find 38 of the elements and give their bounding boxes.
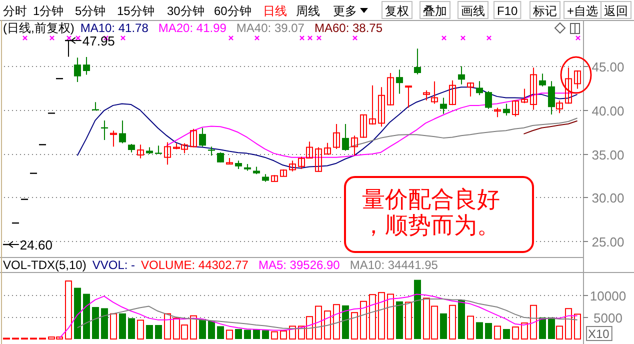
text: 周线 [296, 4, 320, 18]
text: MA5: 39526.90 [258, 258, 340, 272]
annotation: 量价配合良好 [362, 187, 500, 213]
text: 更多 [333, 4, 357, 18]
y-tick-label: 25.00 [592, 234, 624, 250]
text: 5分钟 [75, 4, 106, 18]
y-tick-label: 5000 [594, 310, 622, 326]
text: 1分钟 [33, 4, 64, 18]
text: +自选 [567, 4, 598, 18]
text: 叠加 [423, 4, 447, 18]
y-tick-label: 45.00 [592, 60, 624, 74]
text: 画线 [461, 4, 485, 18]
chart-title: VOL-TDX(5,10) [3, 258, 86, 272]
text: 60分钟 [214, 4, 252, 18]
text: VOLUME: 44302.77 [141, 258, 249, 272]
text: 30分钟 [167, 4, 204, 18]
text: 15分钟 [117, 4, 154, 18]
chart-title: (日线,前复权) [3, 21, 74, 35]
text: VVOL: - [92, 258, 136, 272]
text: MA20: 41.99 [158, 21, 227, 35]
text: F10 [497, 4, 518, 18]
annotation: 47.95 [82, 34, 115, 49]
text: MA60: 38.75 [314, 21, 383, 35]
y-tick-label: 30.00 [592, 190, 624, 206]
text: 返回 [604, 4, 628, 18]
y-tick-label: 10000 [590, 288, 626, 304]
text: X10 [588, 327, 610, 341]
y-tick-label: 40.00 [592, 104, 624, 118]
text: 标记 [532, 4, 557, 18]
text: 分时 [3, 4, 27, 18]
text: MA10: 41.78 [80, 21, 149, 35]
text: MA40: 39.07 [236, 21, 305, 35]
text: MA10: 34441.95 [350, 258, 438, 272]
y-tick-label: 35.00 [592, 148, 624, 162]
text: 日线 [263, 4, 287, 18]
annotation: ，顺势而为。 [362, 213, 500, 239]
text: 复权 [385, 4, 409, 18]
annotation: 24.60 [20, 238, 52, 253]
